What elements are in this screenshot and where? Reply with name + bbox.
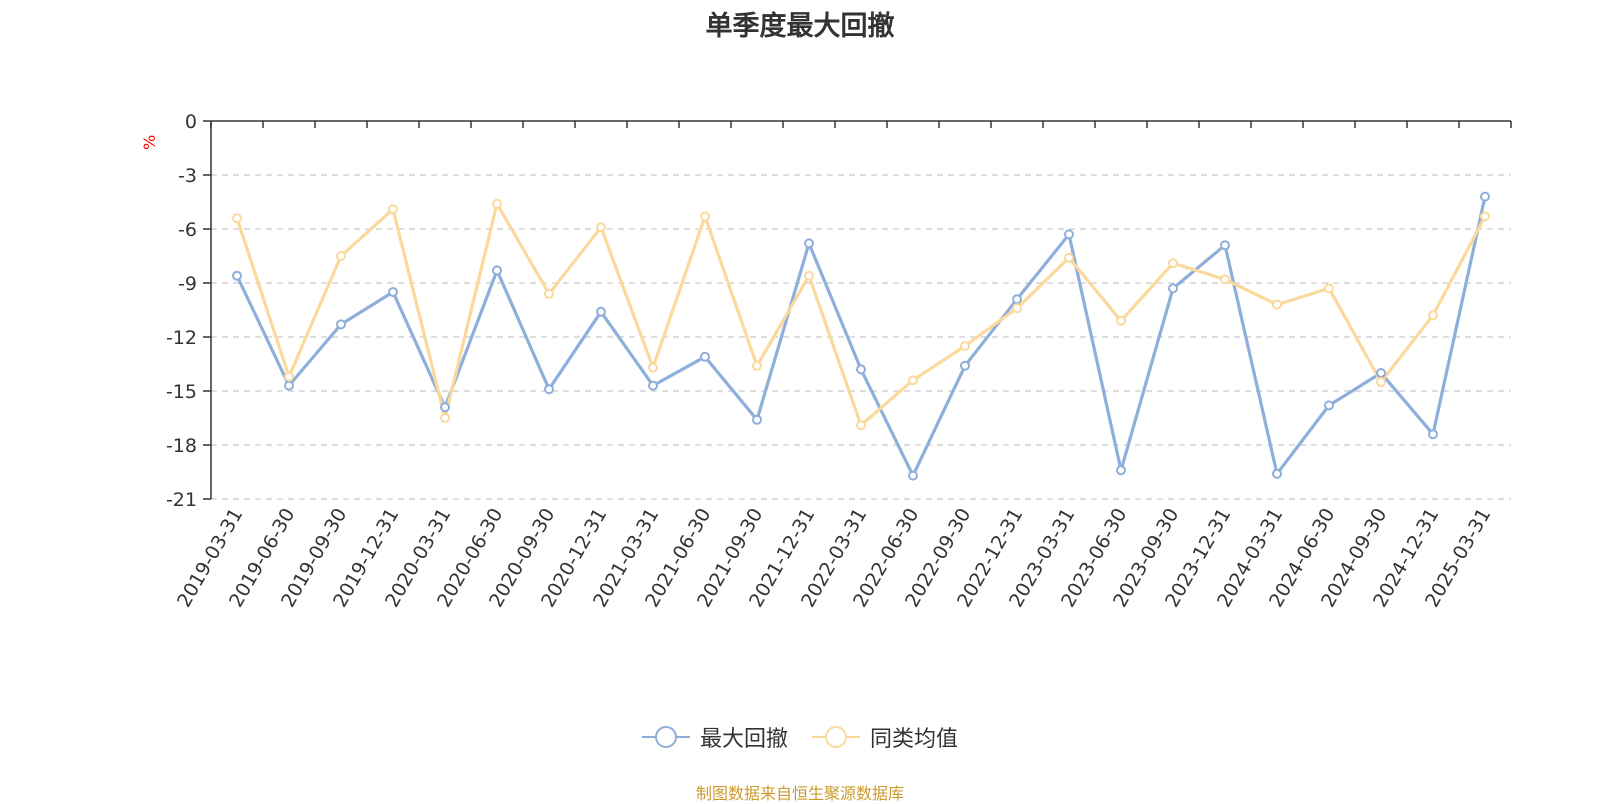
series-2-point [1376,377,1386,387]
series-1-point [1376,368,1386,378]
series-1-point [752,414,762,425]
series-2-point [856,420,866,431]
y-tick-label: -3 [178,165,197,187]
legend-marker-series-2 [812,726,860,748]
series-2-point [1168,258,1178,269]
series-2-point [1012,303,1022,314]
series-2-point [700,211,710,222]
series-2-point [544,288,554,299]
y-tick-labels: 0 -3 -6 -9 -12 -15 -18 -21 [166,111,197,511]
series-1-point [908,470,918,481]
series-1-point [336,319,346,330]
series-1-point [232,270,242,281]
series-2-point [804,270,814,281]
series-1-point [1428,429,1438,440]
legend: 最大回撤 同类均值 [0,721,1600,753]
series-2-point [960,341,970,351]
series-1-point [960,360,970,371]
series-1-point [1064,229,1074,240]
series-1-point [1012,294,1022,305]
x-tick-labels: 2019-03-312019-06-302019-09-302019-12-31… [173,505,1495,612]
series-1-point [596,306,606,317]
legend-item-series-1[interactable]: 最大回撤 [641,721,788,753]
series-2-point [1272,299,1282,310]
legend-label-series-2: 同类均值 [870,727,959,752]
series-1-point [284,380,294,391]
series-2-point [1220,274,1230,285]
legend-label-series-1: 最大回撤 [699,727,788,752]
series-1-point [1480,191,1490,202]
series-1-point [700,351,710,362]
series-1-point [1168,283,1178,294]
series-1-point [388,287,398,297]
series-2-point [336,251,346,261]
axes [203,120,1512,500]
y-tick-label: 0 [185,111,197,133]
series-2-point [388,204,398,215]
series-1-point [1272,468,1282,479]
y-tick-label: -6 [178,219,197,241]
series-2-point [648,362,658,373]
series-2-point [232,213,242,224]
y-tick-label: -18 [166,435,197,457]
series-2-point [752,360,762,371]
series-2-point [596,222,606,233]
chart-title: 单季度最大回撤 [705,11,895,42]
series-1-point [856,364,866,375]
series-2-point [284,371,294,382]
series-2-point [1480,211,1490,222]
legend-item-series-2[interactable]: 同类均值 [812,721,958,753]
series-2-point [908,375,918,386]
series-2-point [492,198,502,209]
grid-lines [211,174,1511,500]
series-1-point [1220,240,1230,251]
series-1-point [492,265,502,276]
series-1-point [1324,400,1334,411]
legend-marker-series-1 [641,726,690,748]
y-tick-label: -9 [178,273,197,295]
series-1-point [544,384,554,395]
series-lines [232,191,1490,481]
series-1-point [648,380,658,391]
y-tick-label: -21 [166,489,197,511]
series-2-point [1116,315,1126,326]
series-2-point [1324,283,1334,294]
y-tick-label: -12 [166,327,197,349]
series-1-point [804,238,814,249]
series-1-point [1116,465,1126,476]
series-2-point [1064,252,1074,263]
y-tick-label: -15 [166,381,197,403]
source-note: 制图数据来自恒生聚源数据库 [695,784,904,803]
series-2-point [1428,310,1438,321]
series-1-point [440,402,450,413]
series-2-point [440,413,450,423]
series-line-2 [235,202,1487,427]
